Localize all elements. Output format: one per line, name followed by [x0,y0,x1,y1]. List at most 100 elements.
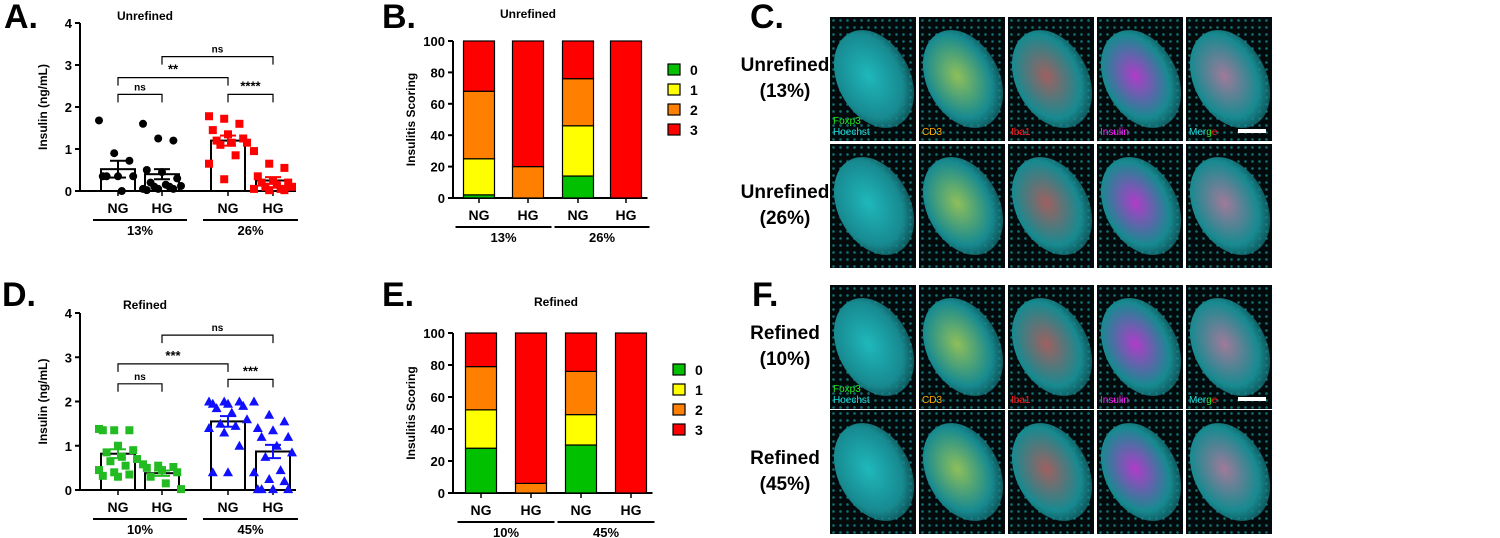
chart-title: Unrefined [117,9,173,23]
legend-label: 1 [690,82,698,98]
scale-bar [1238,129,1266,133]
data-point [106,457,115,466]
data-point [224,130,232,139]
x-tick-label: NG [218,499,239,515]
channel-label-text: e [1211,395,1218,406]
micrograph-tile [830,144,916,268]
y-tick-label: 2 [65,100,72,115]
data-point [250,147,258,156]
data-point [265,186,274,195]
data-point [223,467,233,477]
data-point [177,181,185,190]
data-point [110,149,119,158]
x-tick-label: NG [108,200,129,216]
significance-bracket [117,383,163,392]
data-point [249,467,259,477]
data-point [95,116,103,125]
x-tick-label: NG [568,207,589,223]
channel-label-text: g [1206,395,1212,406]
group-label: 10% [127,522,153,537]
y-tick-label: 0 [438,191,445,206]
y-axis-label: Insulin (ng/mL) [36,64,50,150]
data-point [243,138,251,147]
x-tick-label: HG [263,200,284,216]
y-axis-label: Insulin (ng/mL) [36,359,50,445]
data-point [125,470,134,479]
y-tick-label: 100 [423,326,445,341]
panel-label-b: B. [382,0,416,36]
data-point [114,441,122,450]
y-tick-label: 20 [431,160,445,175]
row-label-condition: Unrefined [740,55,830,76]
data-point [205,112,213,121]
row-label-condition: Unrefined [740,182,830,203]
legend-swatch [667,103,681,116]
channel-label-text: Insulin [1100,127,1129,138]
y-tick-label: 20 [431,454,445,469]
significance-bracket [227,93,274,103]
group-label: 13% [490,230,516,245]
row-label-condition: Refined [750,448,820,469]
x-tick-label: HG [616,207,637,223]
legend-label: 1 [695,382,703,398]
significance-label: ns [212,45,224,56]
significance-label: ns [134,372,146,383]
stacked-segment-score-2 [514,482,548,494]
data-point [260,451,271,461]
stacked-segment-score-3 [614,332,648,494]
y-tick-label: 4 [65,16,73,31]
data-point [284,178,293,187]
channel-label-text: Hoechst [833,395,870,406]
chart-d: Refined 0 1 2 3 4 Insulin (ng/mL) NG HG NG HG 10% 45… [36,298,298,537]
group-label: 26% [237,223,263,238]
channel-label-text: g [1206,127,1212,138]
y-tick-label: 3 [65,58,72,73]
data-point [279,416,290,426]
x-tick-label: NG [471,502,492,518]
data-point [146,472,155,481]
data-point [250,184,258,193]
data-point [268,425,278,435]
y-tick-label: 80 [431,358,445,373]
legend-swatch [672,403,686,416]
x-tick-label: NG [571,502,592,518]
micrograph-tile [1186,144,1272,268]
channel-label-text: Iba1 [1011,127,1031,138]
significance-bracket [117,93,163,103]
data-point [264,409,275,419]
y-tick-label: 4 [65,306,73,321]
micrograph-tile [1186,410,1272,534]
significance-label: *** [165,348,181,363]
row-label: Refined (10%) [730,321,840,373]
channel-label-text: e [1211,127,1218,138]
data-point [280,186,289,195]
group-label: 10% [493,525,519,538]
data-point [231,151,240,160]
panel-label-c: C. [750,0,784,36]
y-tick-label: 0 [65,184,72,199]
data-point [226,407,237,417]
micrograph-tile: Merge [1186,17,1272,141]
legend-swatch [667,83,681,96]
data-point [265,159,274,168]
y-tick-label: 40 [431,128,445,143]
micrograph-tile: Insulin [1097,285,1183,409]
significance-label: ** [168,62,179,77]
significance-label: ns [212,323,224,334]
data-point [238,400,249,410]
row-label-percent: (45%) [759,474,811,495]
data-point [114,472,122,481]
channel-label: Merge [1189,395,1217,406]
stacked-segment-score-2 [462,90,496,160]
channel-label: Foxp3 Hoechst [833,384,870,406]
significance-label: **** [240,78,261,93]
significance-label: *** [243,363,259,378]
group-label: 13% [127,223,153,238]
micrograph-tile [1097,410,1183,534]
data-point [220,114,229,123]
data-point [252,423,263,433]
data-point [177,485,185,494]
stacked-segment-score-1 [464,409,498,449]
scale-bar [1238,397,1266,401]
y-tick-label: 100 [423,34,445,49]
